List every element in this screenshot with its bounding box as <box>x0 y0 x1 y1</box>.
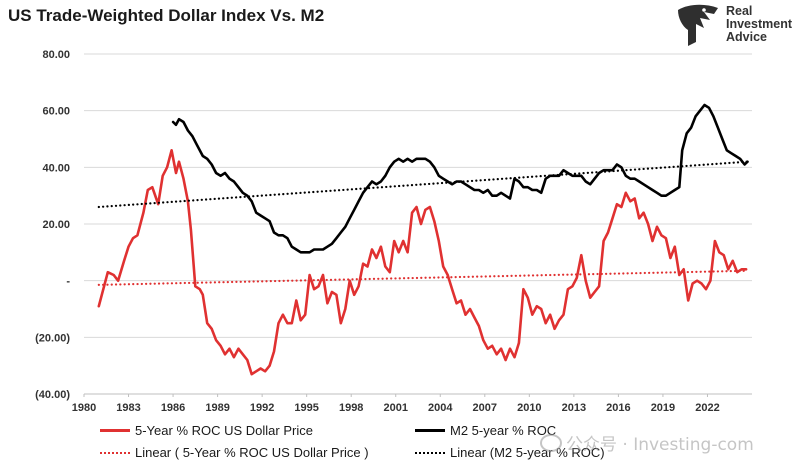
series-line-dollar <box>97 149 748 376</box>
x-tick-label: 2007 <box>473 402 497 414</box>
legend-label: M2 5-year % ROC <box>450 423 557 438</box>
x-tick-label: 1998 <box>339 402 363 414</box>
trendline-m2 <box>97 160 749 209</box>
legend-item-m2: M2 5-year % ROC <box>415 423 556 438</box>
y-tick-label: 40.00 <box>42 162 70 174</box>
x-tick-label: 1989 <box>205 402 229 414</box>
watermark-text: 公众号 · Investing-com <box>566 435 754 455</box>
legend-swatch <box>415 429 445 432</box>
legend-item-dollar: 5-Year % ROC US Dollar Price <box>100 423 313 438</box>
legend-item-dollar-trend: Linear ( 5-Year % ROC US Dollar Price ) <box>100 445 369 460</box>
y-tick-label: - <box>66 276 70 288</box>
x-tick-label: 2004 <box>428 402 453 414</box>
y-tick-label: 60.00 <box>42 106 70 118</box>
x-tick-label: 2019 <box>651 402 675 414</box>
x-tick-label: 1983 <box>116 402 140 414</box>
trendline-dollar <box>97 269 748 286</box>
legend-item-m2-trend: Linear (M2 5-year % ROC) <box>415 445 605 460</box>
y-tick-label: (40.00) <box>35 389 70 401</box>
legend-swatch <box>415 451 445 454</box>
y-tick-label: (20.00) <box>35 332 70 344</box>
x-tick-label: 2001 <box>383 402 407 414</box>
x-tick-label: 2013 <box>562 402 586 414</box>
legend-label: 5-Year % ROC US Dollar Price <box>135 423 313 438</box>
logo: Real Investment Advice <box>674 2 804 48</box>
eagle-head-icon <box>678 4 718 46</box>
legend-label: Linear ( 5-Year % ROC US Dollar Price ) <box>135 445 369 460</box>
logo-line: Investment <box>726 17 792 31</box>
x-tick-label: 1980 <box>72 402 96 414</box>
legend-swatch <box>100 451 130 454</box>
x-tick-label: 1986 <box>161 402 185 414</box>
x-tick-label: 1992 <box>250 402 274 414</box>
logo-line: Real <box>726 4 753 18</box>
y-tick-label: 20.00 <box>42 219 70 231</box>
logo-line: Advice <box>726 30 767 44</box>
x-tick-label: 2010 <box>517 402 541 414</box>
y-tick-label: 80.00 <box>42 49 70 61</box>
x-tick-label: 2016 <box>606 402 630 414</box>
legend-label: Linear (M2 5-year % ROC) <box>450 445 605 460</box>
legend: 5-Year % ROC US Dollar Price M2 5-year %… <box>100 419 800 469</box>
x-tick-label: 1995 <box>294 402 318 414</box>
wechat-icon <box>540 434 562 452</box>
x-tick-label: 2022 <box>695 402 719 414</box>
series-line-m2 <box>171 103 749 254</box>
chart-title: US Trade-Weighted Dollar Index Vs. M2 <box>8 6 325 25</box>
logo-text: Real Investment Advice <box>726 5 792 44</box>
legend-swatch <box>100 429 130 432</box>
watermark: 公众号 · Investing-com <box>540 430 754 455</box>
